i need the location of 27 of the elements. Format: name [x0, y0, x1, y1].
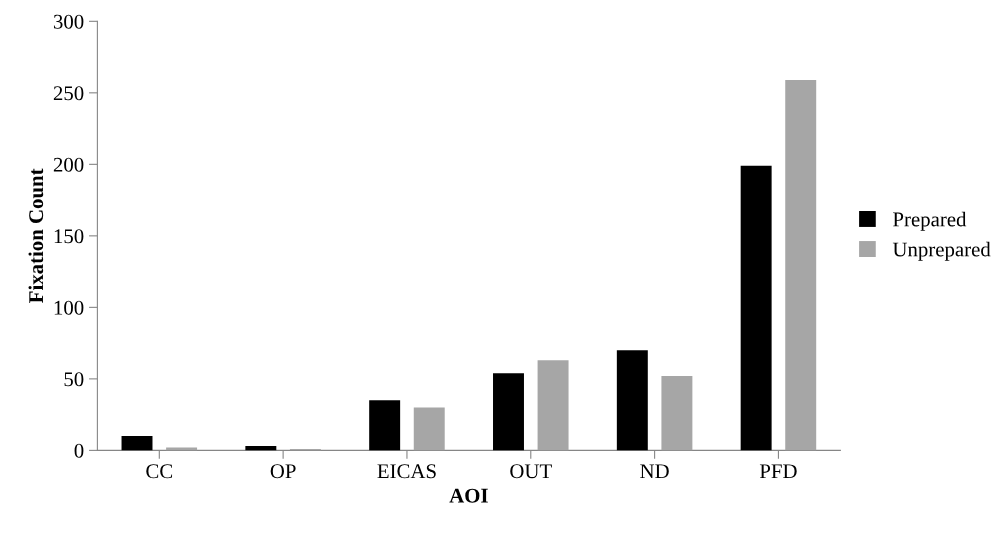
- y-tick-label: 200: [53, 157, 84, 172]
- bar: [245, 446, 277, 451]
- bar: [616, 350, 648, 451]
- y-tick-label: 150: [54, 229, 84, 244]
- x-tick-label: ND: [640, 464, 669, 479]
- bar: [537, 360, 569, 451]
- legend-label: Prepared: [893, 211, 967, 231]
- bar: [493, 373, 524, 451]
- legend-label: Unprepared: [892, 241, 991, 261]
- bar: [740, 165, 772, 451]
- x-axis-title: AOI: [449, 488, 488, 503]
- y-tick-label: 50: [64, 372, 84, 387]
- y-axis-title: Fixation Count: [28, 168, 44, 303]
- bar: [785, 79, 817, 451]
- bar: [369, 400, 401, 451]
- y-tick-label: 250: [53, 86, 84, 101]
- x-tick-label: OUT: [510, 464, 552, 479]
- x-tick-label: CC: [146, 464, 173, 479]
- y-tick-label: 300: [53, 14, 84, 29]
- y-tick-label: 0: [74, 443, 84, 458]
- x-tick-label: PFD: [759, 464, 797, 479]
- bar: [661, 376, 693, 451]
- bar: [121, 436, 153, 451]
- x-tick-label: EICAS: [377, 464, 436, 479]
- bar: [413, 407, 445, 451]
- x-tick-label: OP: [270, 464, 296, 479]
- y-tick-label: 100: [54, 300, 84, 315]
